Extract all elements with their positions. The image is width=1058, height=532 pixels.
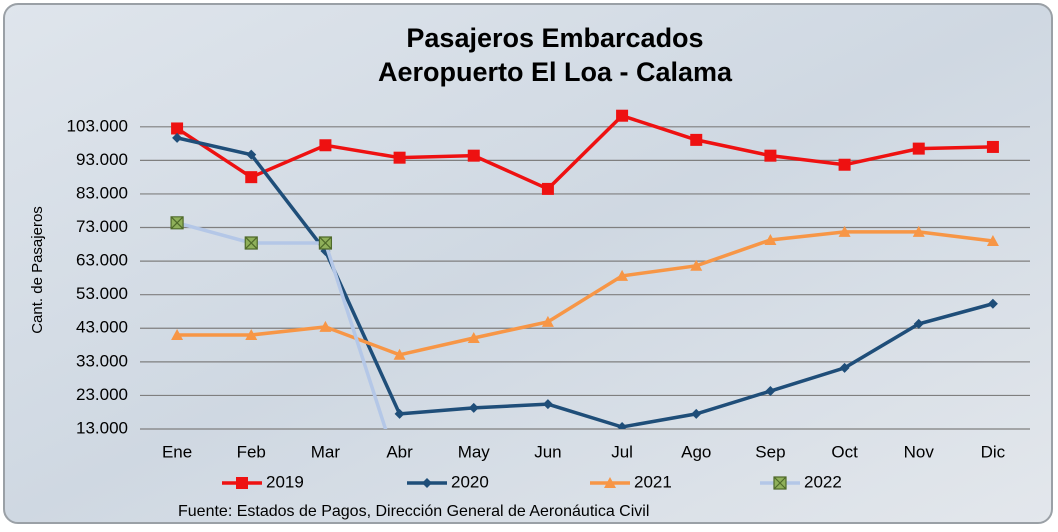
y-tick-label: 43.000	[76, 318, 128, 337]
marker	[616, 110, 628, 122]
marker	[987, 141, 999, 153]
marker	[690, 134, 702, 146]
legend-label: 2021	[634, 472, 672, 491]
marker	[245, 171, 257, 183]
marker	[774, 477, 786, 489]
x-tick-label: Ago	[681, 442, 711, 461]
x-tick-label: Abr	[386, 442, 413, 461]
y-tick-label: 93.000	[76, 150, 128, 169]
y-tick-label: 53.000	[76, 284, 128, 303]
y-tick-label: 23.000	[76, 385, 128, 404]
y-tick-label: 13.000	[76, 418, 128, 437]
marker	[236, 477, 248, 489]
chart: Pasajeros Embarcados Aeropuerto El Loa -…	[0, 0, 1058, 527]
x-tick-label: Nov	[904, 442, 935, 461]
x-tick-label: Oct	[831, 442, 858, 461]
marker	[468, 150, 480, 162]
y-tick-label: 83.000	[76, 183, 128, 202]
marker	[913, 143, 925, 155]
y-tick-label: 103.000	[67, 116, 128, 135]
marker	[394, 152, 406, 164]
y-tick-label: 63.000	[76, 251, 128, 270]
x-tick-label: Ene	[162, 442, 192, 461]
x-tick-label: Mar	[311, 442, 341, 461]
marker	[764, 150, 776, 162]
chart-title: Aeropuerto El Loa - Calama	[378, 57, 733, 87]
x-tick-label: Jun	[534, 442, 561, 461]
y-tick-label: 73.000	[76, 217, 128, 236]
marker	[319, 237, 331, 249]
marker	[319, 139, 331, 151]
marker	[542, 183, 554, 195]
x-tick-label: Dic	[981, 442, 1006, 461]
marker	[245, 237, 257, 249]
x-tick-label: May	[458, 442, 491, 461]
x-tick-label: Sep	[755, 442, 785, 461]
source-note: Fuente: Estados de Pagos, Dirección Gene…	[178, 503, 649, 520]
x-tick-label: Feb	[237, 442, 266, 461]
legend-label: 2020	[451, 472, 489, 491]
legend-label: 2019	[266, 472, 304, 491]
marker	[839, 159, 851, 171]
marker	[171, 217, 183, 229]
y-axis-label: Cant. de Pasajeros	[29, 206, 46, 334]
legend-label: 2022	[804, 472, 842, 491]
y-tick-label: 33.000	[76, 351, 128, 370]
chart-title: Pasajeros Embarcados	[406, 23, 703, 53]
x-tick-label: Jul	[611, 442, 633, 461]
marker	[171, 122, 183, 134]
